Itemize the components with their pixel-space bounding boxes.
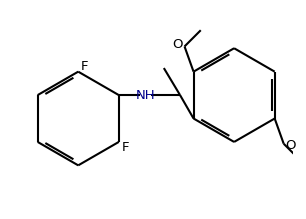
Text: NH: NH [136,88,156,102]
Text: F: F [121,141,129,154]
Text: O: O [172,38,183,51]
Text: O: O [286,139,296,152]
Text: F: F [81,60,88,73]
